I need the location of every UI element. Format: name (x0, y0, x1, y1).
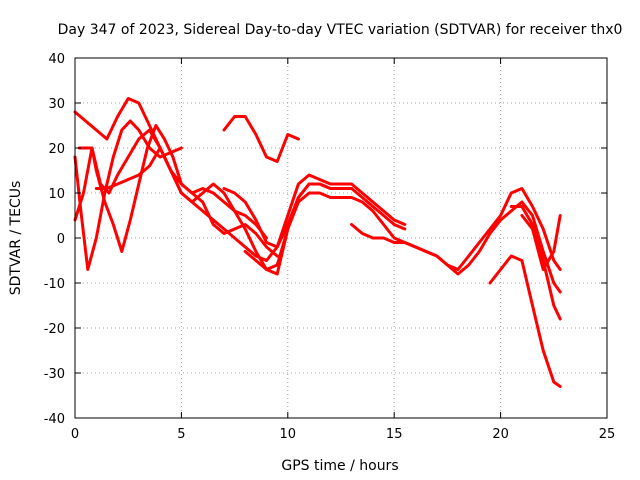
y-tick-label: 20 (48, 142, 65, 157)
x-tick-label: 25 (599, 427, 616, 442)
grid (75, 58, 607, 418)
series-track-1 (73, 97, 407, 262)
x-tick-label: 20 (492, 427, 509, 442)
y-tick-label: -30 (44, 367, 65, 382)
series-track-6 (94, 146, 562, 294)
series-track-5 (222, 115, 300, 163)
x-tick-label: 5 (177, 427, 185, 442)
y-axis-label: SDTVAR / TECUs (8, 181, 24, 296)
series-track-10 (488, 254, 562, 388)
x-tick-label: 15 (386, 427, 403, 442)
y-tick-label: -20 (44, 322, 65, 337)
axis-ticks: 0 5 10 15 20 25 -40 -30 -20 -10 0 10 20 30 40 (44, 52, 616, 442)
data-traces (73, 97, 562, 388)
series-track-3 (73, 124, 268, 253)
y-tick-label: -10 (44, 277, 65, 292)
y-tick-label: 30 (48, 97, 65, 112)
series-track-9 (350, 187, 562, 271)
y-tick-label: -40 (44, 412, 65, 427)
series-track-2 (73, 119, 183, 271)
series-track-8 (243, 182, 354, 276)
y-tick-label: 10 (48, 187, 65, 202)
x-tick-label: 10 (280, 427, 297, 442)
y-tick-label: 40 (48, 52, 65, 67)
y-tick-label: 0 (57, 232, 65, 247)
chart-title: Day 347 of 2023, Sidereal Day-to-day VTE… (58, 22, 623, 38)
x-tick-label: 0 (71, 427, 79, 442)
series-track-12 (520, 214, 562, 271)
series-track-11 (509, 205, 562, 321)
x-axis-label: GPS time / hours (281, 458, 398, 474)
